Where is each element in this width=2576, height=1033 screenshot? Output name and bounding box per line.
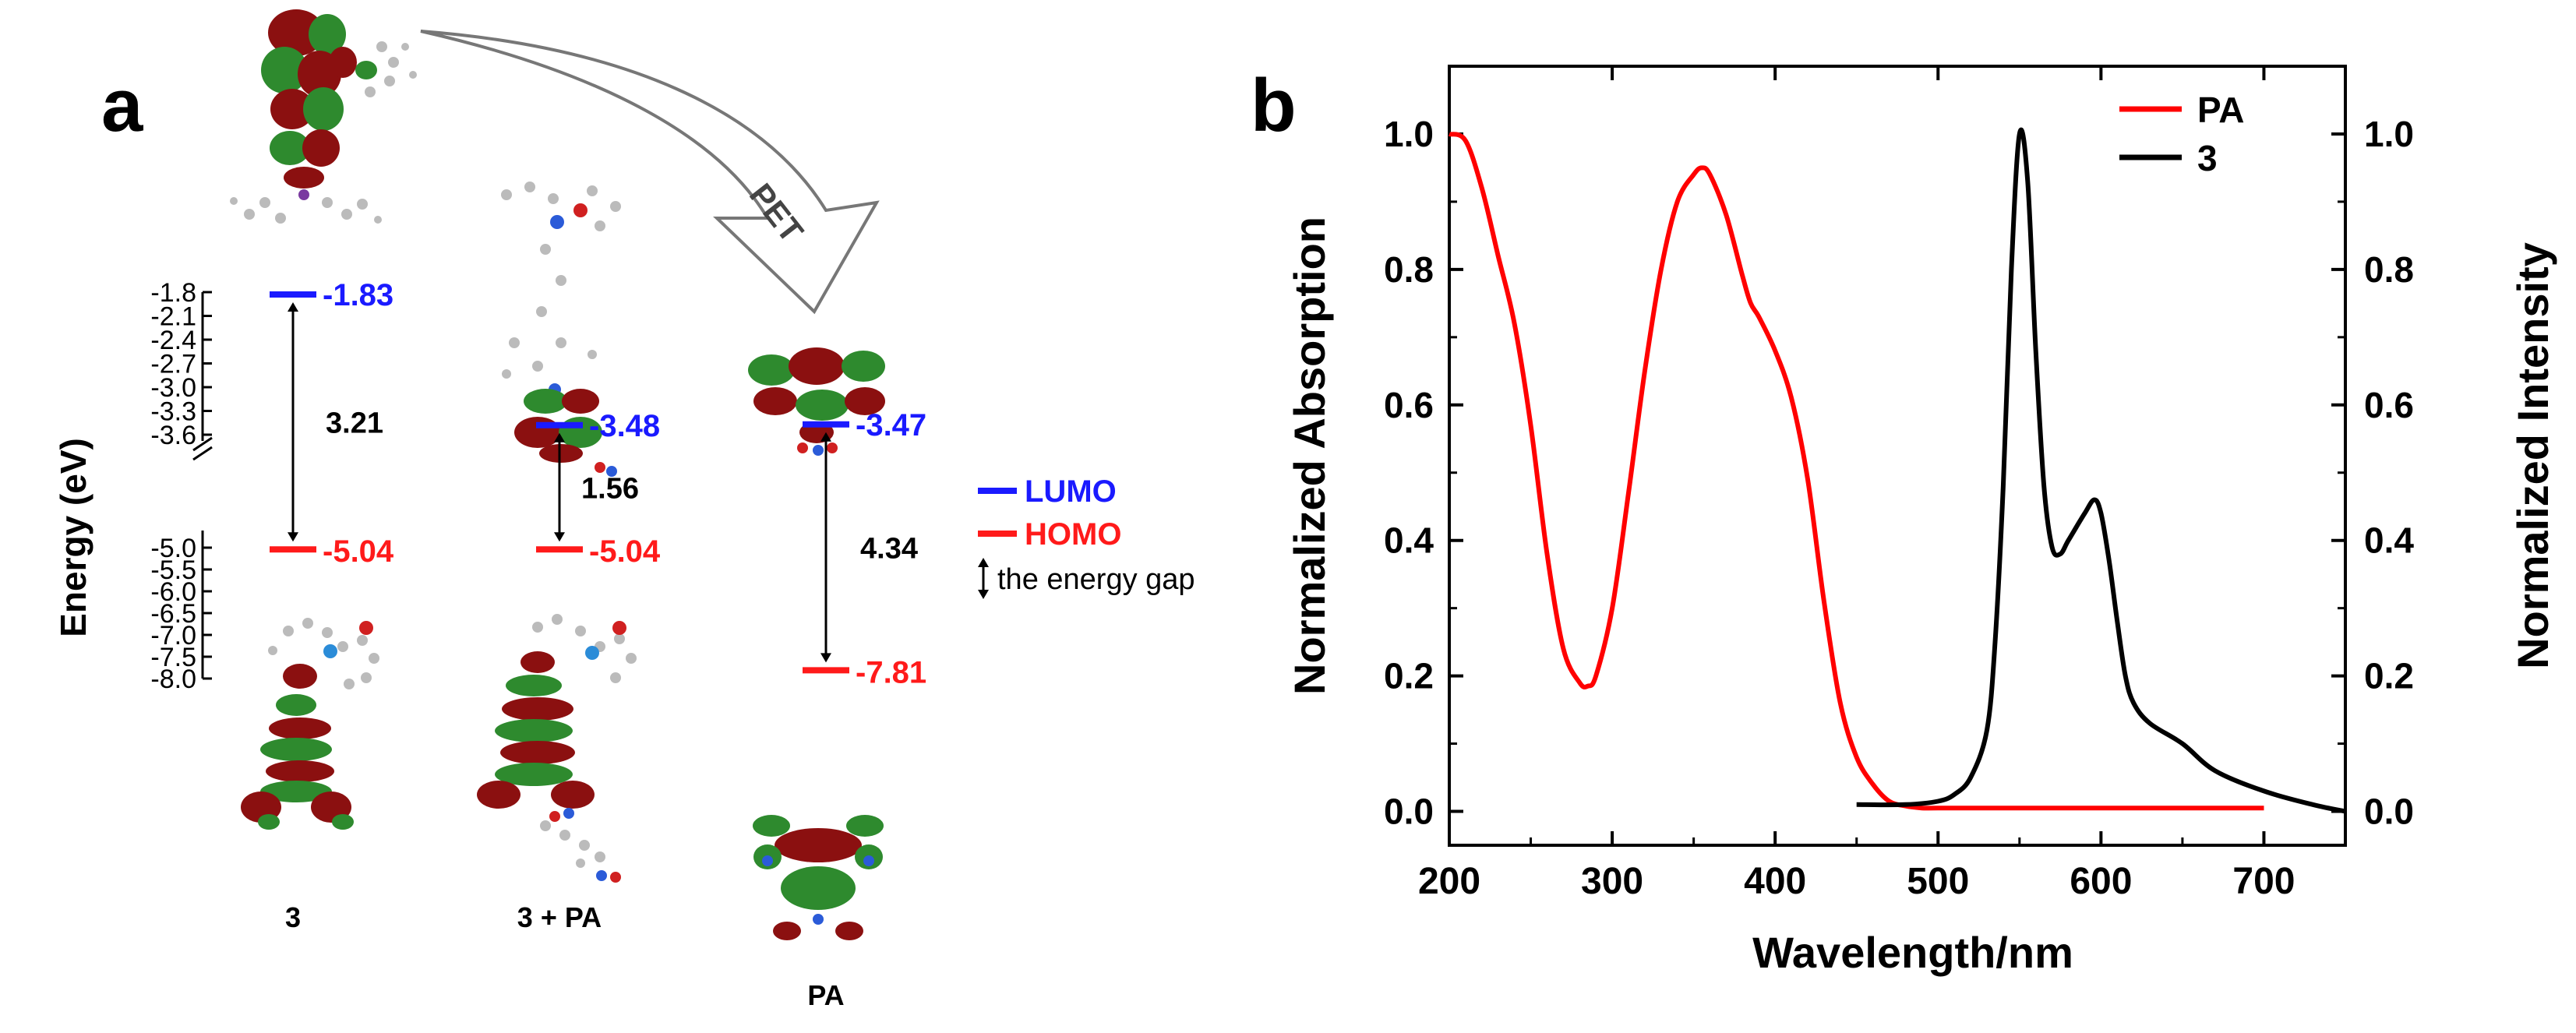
energy-tick-label: -7.0 — [150, 621, 196, 650]
energy-tick-label: -1.8 — [150, 278, 196, 308]
molecule-3-lumo — [230, 9, 417, 224]
system-name: PA — [807, 979, 844, 1011]
y2-tick-label: 0.4 — [2364, 520, 2414, 561]
energy-tick-label: -3.3 — [150, 397, 196, 427]
gap-arrowhead — [554, 532, 565, 542]
x-tick-label: 300 — [1581, 861, 1643, 902]
spectra-axes: 200 300 400 500 600 700 0.0 0.0 0.2 0.2 0.4 0.4 0.6 0… — [1384, 66, 2414, 902]
x-tick-label: 200 — [1418, 861, 1480, 902]
lumo-value: -1.83 — [323, 278, 393, 312]
system-name: 3 — [285, 901, 301, 933]
y2-tick-label: 0.6 — [2364, 385, 2414, 425]
panel-b: b 200 300 400 500 600 700 0.0 0.0 0.2 0.2 0.4 0.4 0.… — [1251, 64, 2557, 977]
panel-b-label: b — [1251, 64, 1297, 147]
y-tick-label: 0.8 — [1384, 249, 1434, 290]
y2-tick-label: 0.2 — [2364, 656, 2414, 696]
x-tick-label: 400 — [1744, 861, 1806, 902]
y2-axis-title: Normalized Intensity — [2508, 242, 2557, 669]
panel-a: a PET Energy (eV) -1.8-2.1-2.4-2.7-3.0-3… — [53, 9, 1195, 1011]
energy-tick-label: -2.4 — [150, 326, 196, 355]
series-line-PA — [1448, 132, 2264, 811]
energy-tick-label: -5.5 — [150, 555, 196, 585]
energy-levels: -1.83 -5.04 3.21 3 -3.48 -5.04 1.56 3 + PA -3.47… — [270, 278, 926, 1011]
homo-value: -5.04 — [589, 534, 661, 569]
x-tick-label: 500 — [1907, 861, 1969, 902]
gap-value: 3.21 — [326, 407, 383, 440]
plot-frame — [1448, 65, 2347, 847]
energy-tick-label: -2.1 — [150, 302, 196, 332]
legend-label: PA — [2197, 90, 2245, 130]
gap-arrowhead — [288, 532, 298, 542]
gap-arrowhead — [820, 653, 831, 663]
energy-tick-label: -5.0 — [150, 534, 196, 563]
spectra-legend: PA 3 — [2119, 90, 2245, 178]
y-tick-label: 1.0 — [1384, 114, 1434, 154]
panel-a-label: a — [101, 64, 143, 147]
legend-label: 3 — [2197, 138, 2218, 178]
homo-value: -7.81 — [856, 655, 926, 689]
y-tick-label: 0.4 — [1384, 520, 1434, 561]
legend-homo-label: HOMO — [1025, 517, 1121, 552]
gap-arrowhead — [554, 432, 565, 442]
gap-value: 1.56 — [581, 473, 639, 506]
x-tick-label: 700 — [2232, 861, 2295, 902]
energy-tick-label: -8.0 — [150, 665, 196, 694]
molecule-3pa-homo — [477, 614, 637, 883]
gap-value: 4.34 — [860, 533, 918, 566]
gap-arrowhead — [820, 432, 831, 442]
y2-tick-label: 0.0 — [2364, 791, 2414, 832]
energy-tick-label: -6.0 — [150, 577, 196, 607]
energy-axis: -1.8-2.1-2.4-2.7-3.0-3.3-3.6 -5.0-5.5-6.0… — [150, 278, 213, 694]
y-tick-label: 0.0 — [1384, 791, 1434, 832]
molecule-pa-homo — [753, 815, 884, 940]
lumo-value: -3.47 — [856, 408, 926, 442]
homo-value: -5.04 — [323, 534, 394, 569]
gap-arrowhead — [288, 302, 298, 312]
lumo-value: -3.48 — [589, 409, 660, 443]
energy-tick-label: -2.7 — [150, 350, 196, 379]
x-axis-title: Wavelength/nm — [1752, 928, 2073, 977]
energy-tick-label: -7.5 — [150, 643, 196, 672]
molecule-3-homo — [241, 618, 379, 830]
series-line-3 — [1856, 127, 2346, 814]
pet-arrow — [420, 30, 880, 315]
y-axis-title: Normalized Absorption — [1285, 217, 1334, 695]
legend-gap-label: the energy gap — [997, 563, 1195, 596]
energy-tick-label: -3.6 — [150, 421, 196, 450]
y-tick-label: 0.2 — [1384, 656, 1434, 696]
axis-break-mark — [192, 436, 213, 461]
system-name: 3 + PA — [517, 901, 602, 933]
legend-gap-arrow-icon — [978, 558, 989, 599]
energy-tick-label: -3.0 — [150, 373, 196, 403]
energy-tick-label: -6.5 — [150, 599, 196, 629]
energy-legend: LUMO HOMO the energy gap — [978, 474, 1195, 599]
legend-lumo-label: LUMO — [1025, 474, 1117, 509]
energy-axis-title: Energy (eV) — [53, 438, 94, 637]
y-tick-label: 0.6 — [1384, 385, 1434, 425]
x-tick-label: 600 — [2070, 861, 2132, 902]
y2-tick-label: 1.0 — [2364, 114, 2414, 154]
y2-tick-label: 0.8 — [2364, 249, 2414, 290]
spectra-series — [1448, 127, 2346, 814]
